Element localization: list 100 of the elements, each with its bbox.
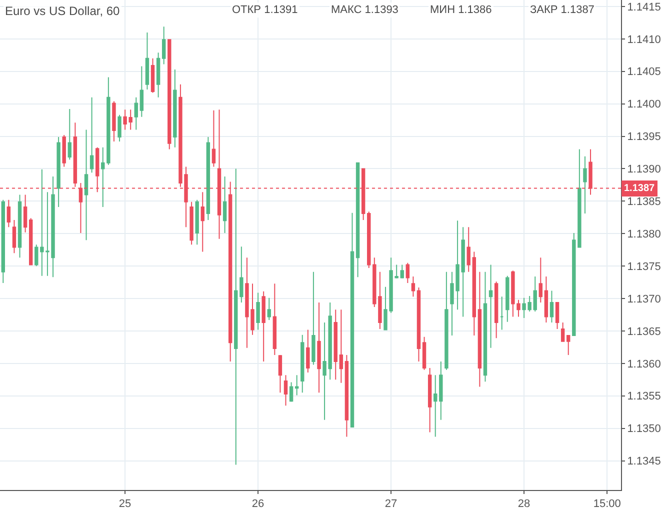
candlestick bbox=[406, 262, 410, 284]
candlestick bbox=[488, 264, 493, 348]
x-tick-label: 25 bbox=[118, 498, 132, 510]
candlestick bbox=[350, 212, 354, 428]
candlestick bbox=[339, 309, 344, 384]
candlestick bbox=[112, 100, 116, 142]
candlestick bbox=[118, 114, 122, 142]
candlestick bbox=[334, 309, 338, 380]
y-tick-label: 1.1395 bbox=[627, 131, 661, 144]
candlestick bbox=[56, 136, 60, 208]
candlestick bbox=[84, 129, 88, 241]
candlestick bbox=[234, 168, 238, 466]
candlestick bbox=[312, 271, 316, 366]
candlestick bbox=[212, 110, 216, 168]
candlestick bbox=[494, 281, 498, 339]
y-tick-label: 1.1365 bbox=[627, 326, 661, 338]
chart-title: Euro vs US Dollar, 60 bbox=[5, 4, 120, 18]
candlestick bbox=[411, 276, 416, 298]
candlestick bbox=[344, 354, 349, 438]
annotation: ОТКР 1.1391 bbox=[232, 4, 298, 16]
candlestick bbox=[156, 52, 160, 98]
candlestick bbox=[367, 211, 371, 269]
candlestick bbox=[150, 58, 155, 94]
candlestick bbox=[23, 194, 28, 233]
candlestick bbox=[256, 292, 260, 330]
y-tick-label: 1.1415 bbox=[627, 1, 661, 14]
y-tick-label: 1.1350 bbox=[627, 423, 661, 436]
candlestick bbox=[533, 276, 537, 312]
ref-line-label: 1.1387 bbox=[624, 183, 656, 194]
x-tick-label: 26 bbox=[252, 498, 264, 510]
candlestick bbox=[289, 382, 294, 402]
candlestick bbox=[538, 257, 543, 303]
candlestick bbox=[306, 329, 310, 374]
candlestick bbox=[428, 367, 432, 433]
y-tick-label: 1.1360 bbox=[627, 358, 661, 370]
candlestick bbox=[544, 276, 548, 324]
candlestick bbox=[162, 26, 166, 65]
candlestick bbox=[400, 264, 404, 279]
y-tick-label: 1.1355 bbox=[627, 390, 661, 403]
candlestick bbox=[267, 297, 271, 320]
y-tick-label: 1.1390 bbox=[627, 164, 661, 176]
y-tick-label: 1.1410 bbox=[627, 34, 661, 46]
candlestick bbox=[195, 199, 199, 246]
candlestick bbox=[200, 192, 204, 252]
candlestick bbox=[566, 335, 570, 356]
candlestick bbox=[300, 334, 304, 394]
candlestick bbox=[68, 108, 72, 160]
candlestick bbox=[284, 374, 288, 406]
candlestick bbox=[434, 374, 438, 438]
candlestick bbox=[168, 39, 172, 150]
candlestick bbox=[106, 76, 110, 166]
y-tick-label: 1.1370 bbox=[627, 293, 661, 306]
candlestick bbox=[173, 68, 177, 148]
candlestick bbox=[1, 199, 5, 284]
candlestick bbox=[240, 246, 244, 303]
candlestick bbox=[506, 275, 510, 322]
candlestick bbox=[134, 96, 138, 130]
candlestick bbox=[190, 201, 194, 246]
candlestick bbox=[222, 176, 227, 234]
candlestick bbox=[28, 218, 33, 266]
candlestick bbox=[416, 287, 421, 362]
candlestick bbox=[145, 32, 150, 90]
candlestick bbox=[272, 283, 277, 356]
candlestick bbox=[294, 374, 299, 396]
candlestick bbox=[18, 194, 22, 258]
x-tick-label: 27 bbox=[384, 498, 398, 510]
candlestick bbox=[483, 271, 488, 382]
candlestick bbox=[140, 66, 144, 118]
candlestick bbox=[101, 146, 105, 208]
candlestick bbox=[439, 361, 443, 420]
candlestick bbox=[278, 354, 282, 394]
candlestick bbox=[12, 220, 16, 254]
candlestick bbox=[317, 302, 321, 394]
candlestick bbox=[6, 199, 11, 228]
y-tick-label: 1.1345 bbox=[627, 456, 661, 468]
candlestick bbox=[262, 290, 266, 362]
candlestick bbox=[555, 302, 560, 330]
candlestick bbox=[478, 271, 482, 388]
candlestick bbox=[62, 134, 66, 168]
candlestick bbox=[206, 136, 210, 221]
candlestick bbox=[90, 96, 94, 174]
candlestick bbox=[444, 271, 448, 370]
y-tick-label: 1.1400 bbox=[627, 98, 661, 111]
candlestick bbox=[560, 322, 565, 342]
candlestick bbox=[500, 296, 504, 330]
candlestick bbox=[356, 162, 360, 278]
candlestick bbox=[472, 251, 476, 336]
candlestick bbox=[422, 336, 426, 370]
x-tick-label: 15:00 bbox=[593, 498, 621, 510]
annotation: МАКС 1.1393 bbox=[331, 4, 398, 16]
y-tick-label: 1.1405 bbox=[627, 66, 661, 78]
annotation: ЗАКР 1.1387 bbox=[530, 4, 594, 16]
y-tick-label: 1.1385 bbox=[627, 196, 661, 208]
candlestick bbox=[583, 156, 587, 214]
candlestick bbox=[466, 226, 470, 272]
candlestick bbox=[550, 290, 554, 324]
x-tick-label: 28 bbox=[518, 498, 530, 510]
annotation: МИН 1.1386 bbox=[430, 4, 492, 16]
y-tick-label: 1.1375 bbox=[627, 260, 661, 273]
y-tick-label: 1.1380 bbox=[627, 228, 661, 240]
